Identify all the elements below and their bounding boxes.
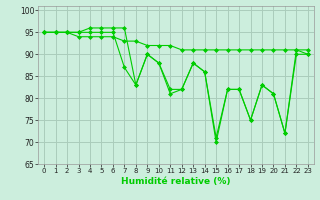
X-axis label: Humidité relative (%): Humidité relative (%): [121, 177, 231, 186]
